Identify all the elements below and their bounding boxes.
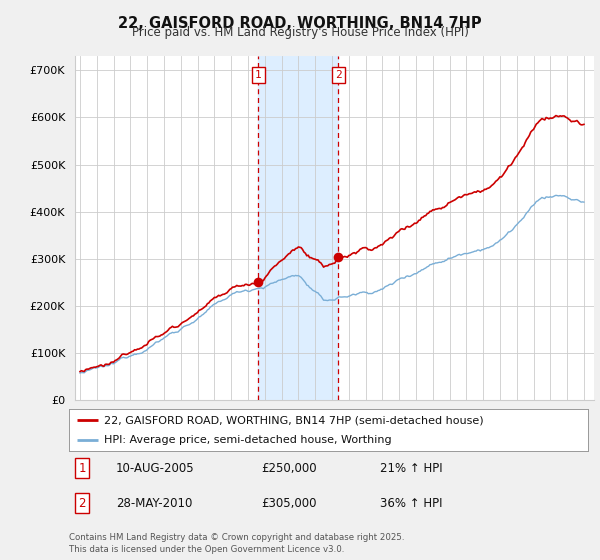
Text: £305,000: £305,000	[261, 497, 317, 510]
Text: 1: 1	[255, 70, 262, 80]
Text: 36% ↑ HPI: 36% ↑ HPI	[380, 497, 443, 510]
Text: 22, GAISFORD ROAD, WORTHING, BN14 7HP: 22, GAISFORD ROAD, WORTHING, BN14 7HP	[118, 16, 482, 31]
Text: 21% ↑ HPI: 21% ↑ HPI	[380, 461, 443, 475]
Text: 28-MAY-2010: 28-MAY-2010	[116, 497, 192, 510]
Text: 2: 2	[335, 70, 342, 80]
Text: 22, GAISFORD ROAD, WORTHING, BN14 7HP (semi-detached house): 22, GAISFORD ROAD, WORTHING, BN14 7HP (s…	[104, 415, 484, 425]
Text: 1: 1	[78, 461, 86, 475]
Text: £250,000: £250,000	[261, 461, 317, 475]
Text: Price paid vs. HM Land Registry's House Price Index (HPI): Price paid vs. HM Land Registry's House …	[131, 26, 469, 39]
Text: 10-AUG-2005: 10-AUG-2005	[116, 461, 194, 475]
Text: 2: 2	[78, 497, 86, 510]
Bar	[259, 56, 338, 400]
Text: HPI: Average price, semi-detached house, Worthing: HPI: Average price, semi-detached house,…	[104, 435, 392, 445]
Text: Contains HM Land Registry data © Crown copyright and database right 2025.
This d: Contains HM Land Registry data © Crown c…	[69, 533, 404, 554]
